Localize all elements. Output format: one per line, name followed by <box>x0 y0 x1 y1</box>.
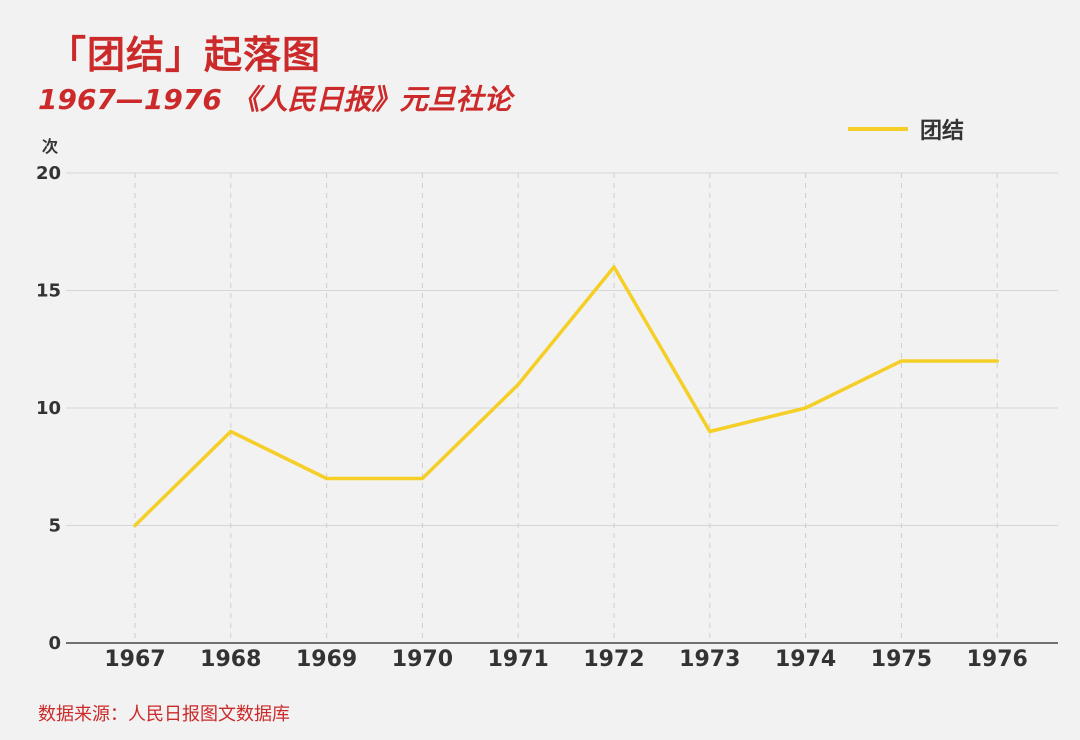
chart-subtitle: 1967—1976 《人民日报》元旦社论 <box>38 83 512 116</box>
x-tick-label: 1973 <box>679 647 740 672</box>
x-tick-label: 1970 <box>392 647 453 672</box>
x-tick-label: 1969 <box>296 647 357 672</box>
data-point <box>995 359 999 363</box>
y-tick-label: 15 <box>36 281 61 302</box>
y-tick-label: 20 <box>36 163 61 184</box>
x-tick-label: 1967 <box>104 647 165 672</box>
x-tick-label: 1971 <box>488 647 549 672</box>
series-line <box>133 265 999 528</box>
chart-title: 「团结」起落图 <box>48 33 322 77</box>
data-point <box>612 265 616 269</box>
data-point <box>804 406 808 410</box>
x-tick-label: 1975 <box>871 647 932 672</box>
data-point <box>133 524 137 527</box>
data-point <box>708 430 712 433</box>
y-tick-label: 10 <box>36 398 61 419</box>
x-tick-label: 1976 <box>967 647 1028 672</box>
data-point <box>325 477 329 480</box>
x-tick-label: 1974 <box>775 647 836 672</box>
data-point <box>899 359 903 363</box>
data-point <box>229 430 233 433</box>
x-tick-label: 1972 <box>583 647 644 672</box>
data-source-note: 数据来源：人民日报图文数据库 <box>38 704 290 725</box>
data-point <box>516 383 520 386</box>
legend-label: 团结 <box>920 118 964 144</box>
y-axis-label: 次 <box>42 137 58 156</box>
y-tick-label: 5 <box>48 516 61 537</box>
y-tick-label: 0 <box>48 633 61 654</box>
data-point <box>420 477 424 480</box>
x-tick-label: 1968 <box>200 647 261 672</box>
